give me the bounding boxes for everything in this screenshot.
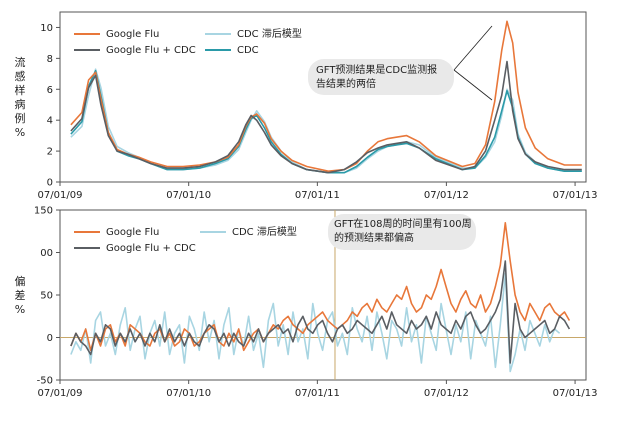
series-line-google-flu-cdc: [70, 260, 571, 364]
x-tick-label: 07/01/13: [553, 190, 598, 201]
bottom-series-lines: [70, 222, 571, 373]
top-x-axis: 07/01/09 07/01/10 07/01/11 07/01/12 07/01/13: [38, 182, 598, 201]
top-series-lines: [70, 20, 582, 174]
y-tick-label: 2: [47, 147, 53, 158]
x-tick-label: 07/01/09: [38, 388, 83, 399]
annotation-line-1: GFT预测结果是CDC监测报: [316, 63, 437, 76]
y-tick-label: 8: [47, 54, 53, 65]
top-y-axis-label: 流感样病例%: [15, 55, 26, 139]
bottom-y-axis: -50 0 50 00 150: [34, 206, 60, 387]
top-y-label: 流感样病例%: [15, 55, 26, 139]
series-line-google-flu: [70, 222, 571, 352]
x-tick-label: 07/01/10: [166, 388, 211, 399]
annotation-bubble: [328, 214, 476, 250]
x-tick-label: 07/01/12: [424, 190, 469, 201]
top-panel: 0 2 4 6 8 10 07/01/09 07/01/10 07/01/11 07/01/12…: [15, 11, 598, 201]
series-line-google-flu-cdc: [70, 60, 582, 174]
y-tick-label: 00: [40, 248, 53, 259]
bottom-x-axis: 07/01/09 07/01/10 07/01/11 07/01/12 07/01/13: [38, 380, 598, 399]
bottom-annotation: GFT在108周的时间里有100周 的预测结果都偏高: [328, 214, 476, 250]
x-tick-label: 07/01/13: [553, 388, 598, 399]
annotation-bubble: [308, 59, 454, 95]
y-tick-label: 0: [47, 333, 53, 344]
annotation-line-2: 的预测结果都偏高: [334, 231, 414, 244]
y-tick-label: 4: [47, 116, 53, 127]
legend-label-google-flu-cdc: Google Flu + CDC: [106, 45, 196, 56]
top-panel-frame: [59, 11, 587, 183]
top-annotation: GFT预测结果是CDC监测报 告结果的两倍: [308, 25, 493, 101]
series-line-google-flu: [70, 20, 582, 172]
legend-label-cdc: CDC: [237, 45, 259, 56]
y-tick-label: 10: [40, 23, 53, 34]
legend-label-cdc-lagged: CDC 滞后模型: [232, 225, 297, 238]
legend-label-google-flu-cdc: Google Flu + CDC: [106, 243, 196, 254]
y-tick-label: 0: [47, 178, 53, 189]
annotation-pointer-upper: [453, 25, 493, 71]
x-tick-label: 07/01/09: [38, 190, 83, 201]
legend-label-cdc-lagged: CDC 滞后模型: [237, 27, 302, 40]
legend-label-google-flu: Google Flu: [106, 227, 159, 238]
x-tick-label: 07/01/11: [295, 388, 340, 399]
bottom-y-axis-label: 偏差%: [15, 274, 26, 316]
legend-label-google-flu: Google Flu: [106, 29, 159, 40]
bottom-legend: Google Flu Google Flu + CDC CDC 滞后模型: [74, 225, 297, 254]
y-tick-label: 6: [47, 85, 53, 96]
x-tick-label: 07/01/12: [424, 388, 469, 399]
bottom-y-label: 偏差%: [15, 274, 26, 316]
top-y-axis: 0 2 4 6 8 10: [40, 23, 60, 189]
top-legend: Google Flu Google Flu + CDC CDC 滞后模型 CDC: [74, 27, 302, 56]
y-tick-label: -50: [37, 376, 53, 387]
annotation-line-1: GFT在108周的时间里有100周: [334, 217, 472, 230]
x-tick-label: 07/01/10: [166, 190, 211, 201]
annotation-pointer-lower: [453, 69, 493, 101]
series-line-cdc-lagged: [70, 272, 561, 373]
y-tick-label: 50: [40, 291, 53, 302]
annotation-line-2: 告结果的两倍: [316, 77, 376, 90]
y-tick-label: 150: [34, 206, 53, 217]
x-tick-label: 07/01/11: [295, 190, 340, 201]
